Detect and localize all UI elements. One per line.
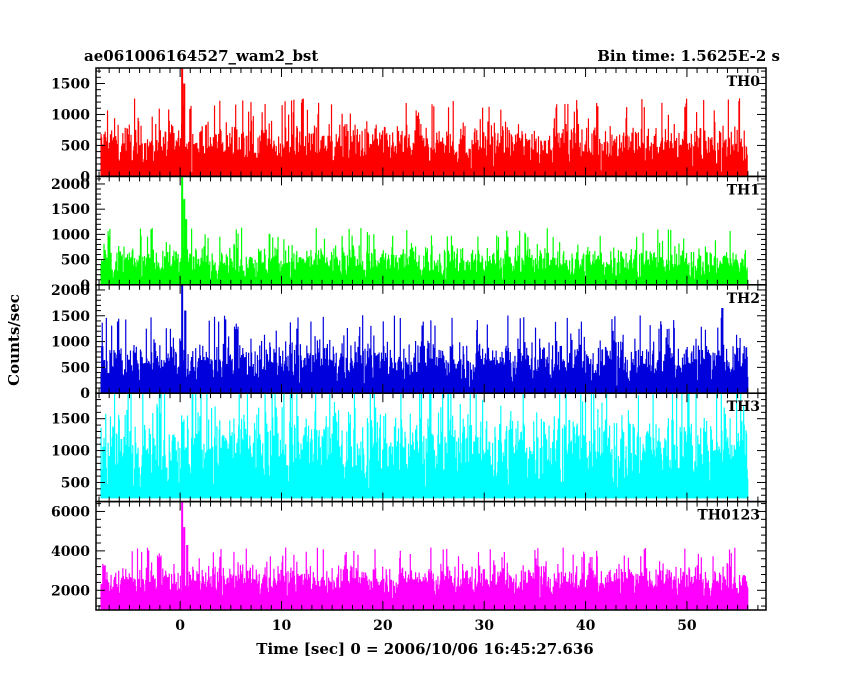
panel-label-th0123: TH0123 — [697, 508, 760, 524]
y-tick-label: 1500 — [51, 76, 90, 92]
x-tick-label: 30 — [474, 618, 494, 634]
x-tick-label: 20 — [373, 618, 393, 634]
series-th0 — [100, 68, 749, 177]
bin-time-label: Bin time: 1.5625E-2 s — [597, 47, 780, 65]
y-tick-label: 1500 — [51, 309, 90, 325]
x-axis-label: Time [sec] 0 = 2006/10/06 16:45:27.636 — [256, 640, 593, 658]
x-tick-label: 40 — [576, 618, 596, 634]
panel-frame — [95, 500, 767, 611]
y-tick-label: 500 — [61, 138, 90, 154]
series-th1 — [100, 176, 749, 285]
panel-th0123: 2000 4000 6000 TH0123 — [51, 500, 767, 611]
y-tick-label: 2000 — [51, 583, 90, 599]
y-tick-label: 500 — [61, 475, 90, 491]
y-tick-label: 1500 — [51, 412, 90, 428]
series-th2 — [100, 284, 749, 394]
panel-th3: 500 1000 1500 TH3 — [51, 392, 767, 503]
y-tick-label: 4000 — [51, 544, 90, 560]
y-tick-label: 0 — [80, 278, 90, 294]
series-th3 — [100, 393, 749, 499]
x-tick-label: 50 — [677, 618, 697, 634]
y-tick-label: 2000 — [51, 283, 90, 299]
y-tick-label: 1500 — [51, 202, 90, 218]
y-tick-label: 1000 — [51, 107, 90, 123]
y-tick-label: 500 — [61, 253, 90, 269]
y-tick-label: 6000 — [51, 504, 90, 520]
series-th0123 — [100, 501, 749, 610]
panel-label-th2: TH2 — [727, 291, 760, 307]
x-tick-label: 10 — [272, 618, 292, 634]
y-tick-label: 0 — [80, 169, 90, 185]
y-tick-label: 1000 — [51, 227, 90, 243]
y-tick-label: 1000 — [51, 444, 90, 460]
chart-title: ae061006164527_wam2_bst — [84, 47, 318, 65]
panel-label-th1: TH1 — [727, 182, 760, 198]
y-tick-label: 500 — [61, 360, 90, 376]
y-axis-label: Counts/sec — [5, 294, 23, 386]
y-tick-label: 2000 — [51, 177, 90, 193]
panel-th2: 0 500 1000 1500 2000 TH2 — [51, 283, 767, 402]
panel-label-th3: TH3 — [727, 399, 760, 415]
x-tick-label: 0 — [175, 618, 185, 634]
panel-label-th0: TH0 — [727, 74, 761, 90]
panel-th1: 0 500 1000 1500 2000 TH1 — [51, 175, 767, 294]
panel-th0: 0 500 1000 1500 TH0 — [51, 67, 767, 185]
y-tick-label: 0 — [80, 386, 90, 402]
y-tick-label: 1000 — [51, 335, 90, 351]
